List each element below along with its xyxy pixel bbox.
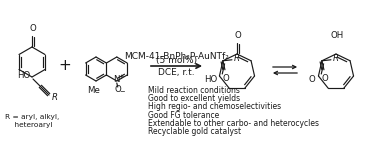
Text: R: R: [333, 54, 339, 63]
Text: (5 mol%): (5 mol%): [156, 56, 197, 66]
Text: R = aryl, alkyl,: R = aryl, alkyl,: [5, 114, 59, 120]
Text: O: O: [223, 74, 229, 83]
Text: +: +: [59, 58, 71, 73]
Text: Extendable to other carbo- and heterocycles: Extendable to other carbo- and heterocyc…: [148, 119, 319, 128]
Text: O: O: [29, 24, 36, 33]
Text: Mild reaction conditions: Mild reaction conditions: [148, 86, 240, 95]
Text: N: N: [113, 75, 120, 85]
Text: Recyclable gold catalyst: Recyclable gold catalyst: [148, 127, 241, 136]
Text: OH: OH: [330, 31, 344, 40]
Text: DCE, r.t.: DCE, r.t.: [158, 68, 195, 77]
Text: High regio- and chemoselectivities: High regio- and chemoselectivities: [148, 102, 281, 111]
Text: R: R: [234, 54, 240, 63]
Text: heteroaryl: heteroaryl: [5, 122, 53, 128]
Text: HO: HO: [17, 72, 30, 80]
Text: O: O: [309, 74, 316, 84]
Text: O: O: [235, 31, 242, 40]
Text: +: +: [118, 74, 124, 80]
Text: R: R: [52, 92, 58, 102]
Text: −: −: [119, 89, 124, 95]
Text: Good FG tolerance: Good FG tolerance: [148, 111, 219, 120]
Text: HO: HO: [204, 74, 217, 84]
Text: O: O: [115, 86, 121, 94]
Text: Good to excellent yields: Good to excellent yields: [148, 94, 240, 103]
Text: Me: Me: [88, 86, 101, 95]
Text: O: O: [322, 74, 328, 83]
Text: MCM-41-BnPh₂P-AuNTf₂: MCM-41-BnPh₂P-AuNTf₂: [124, 52, 229, 61]
